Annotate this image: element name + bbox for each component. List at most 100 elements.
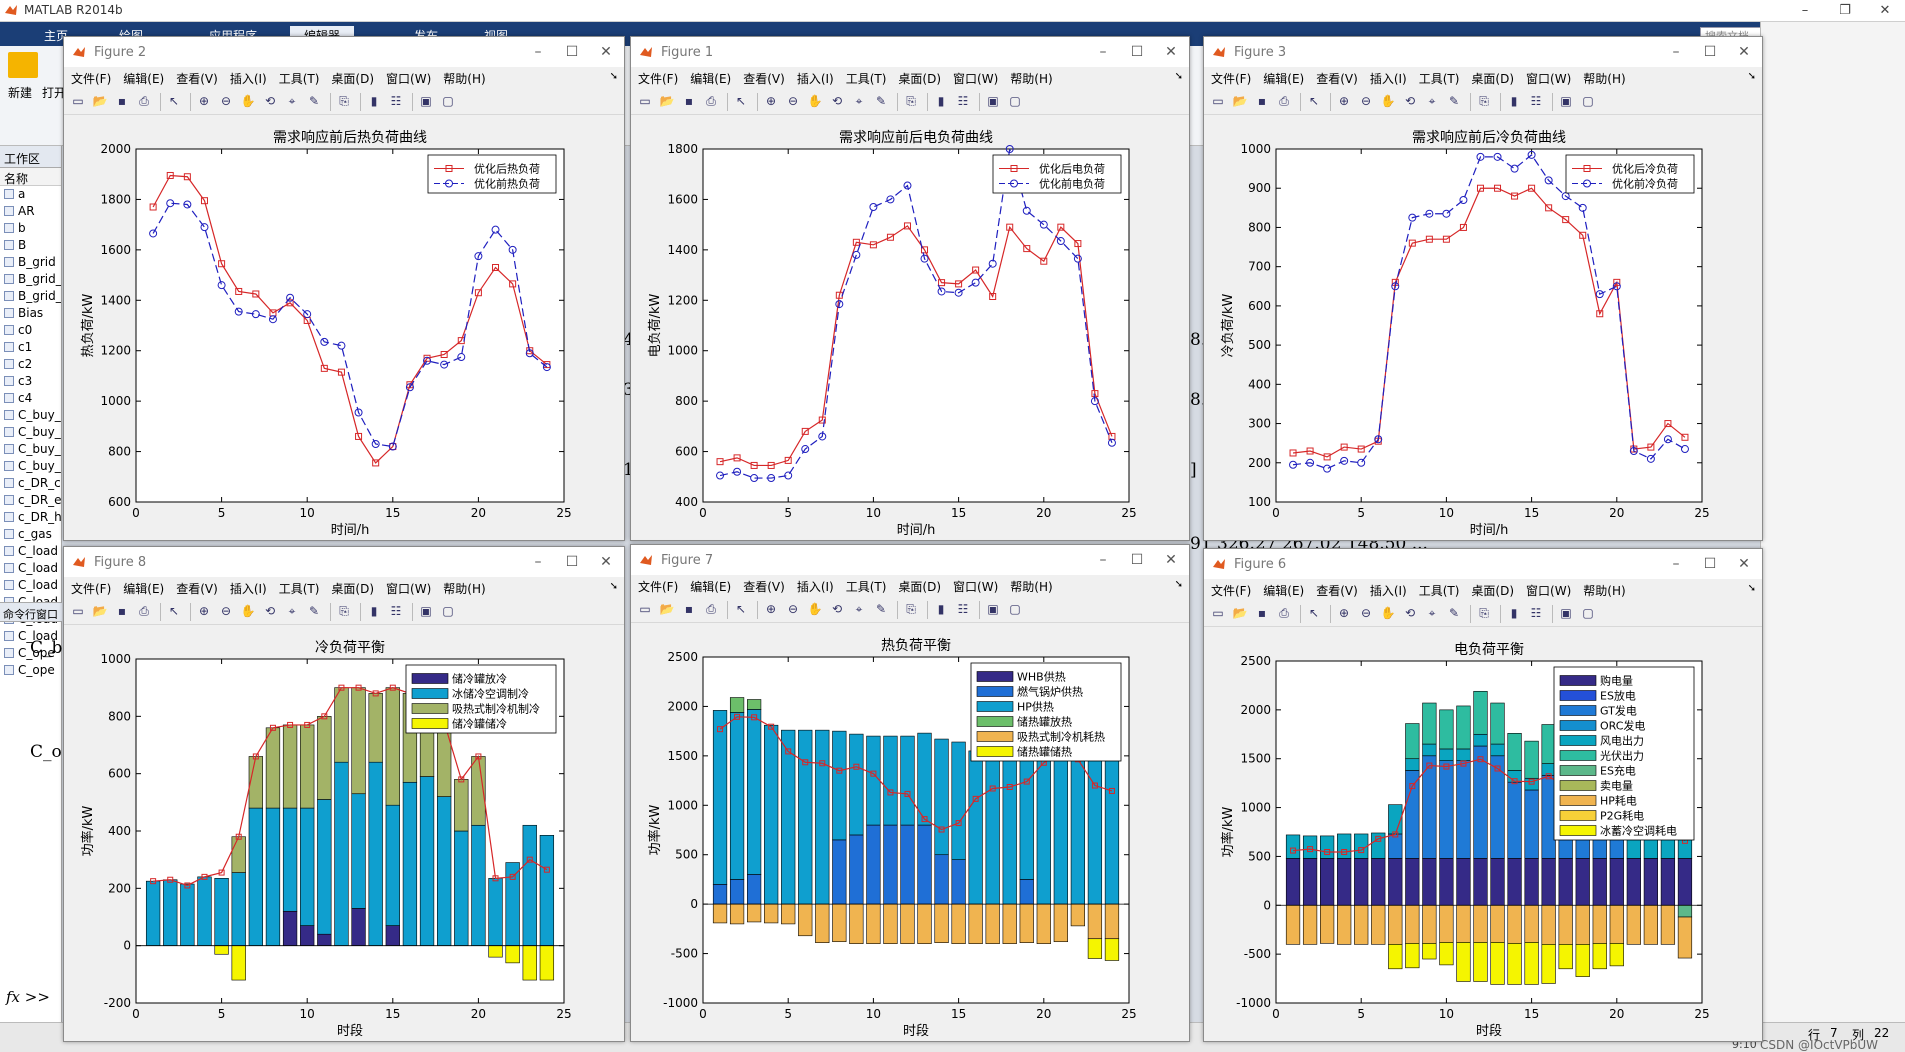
- link-icon[interactable]: ⎘: [906, 602, 916, 616]
- figure-window[interactable]: Figure 8 – ☐ ✕ 文件(F) 编辑(E) 查看(V) 插入(I) 工具(T) 桌面(D…: [63, 546, 625, 1042]
- new-icon[interactable]: [8, 52, 38, 78]
- show-tools-icon[interactable]: ▢: [1582, 606, 1594, 620]
- menu-item[interactable]: 帮助(H): [443, 72, 486, 86]
- figure-title-bar[interactable]: Figure 1 – ☐ ✕: [631, 37, 1189, 67]
- zoom-out-icon[interactable]: ⊖: [1360, 94, 1372, 108]
- brush-icon[interactable]: ✎: [308, 604, 320, 618]
- edit-plot-icon[interactable]: ↖: [168, 94, 180, 108]
- show-tools-icon[interactable]: ▢: [442, 94, 454, 108]
- menu-item[interactable]: 窗口(W): [1526, 584, 1572, 598]
- menu-item[interactable]: 插入(I): [1369, 584, 1407, 598]
- data-cursor-icon[interactable]: ⌖: [1428, 94, 1436, 108]
- workspace-variable[interactable]: c4: [0, 390, 61, 407]
- menu-item[interactable]: 工具(T): [845, 580, 887, 594]
- zoom-out-icon[interactable]: ⊖: [220, 94, 232, 108]
- legend-icon[interactable]: ☷: [1530, 606, 1542, 620]
- rotate-icon[interactable]: ⟲: [264, 604, 276, 618]
- workspace-variable[interactable]: Bias: [0, 305, 61, 322]
- workspace-variable[interactable]: B: [0, 237, 61, 254]
- data-cursor-icon[interactable]: ⌖: [288, 94, 296, 108]
- menu-item[interactable]: 工具(T): [1418, 584, 1460, 598]
- dock-arrow-icon[interactable]: ➘: [609, 581, 618, 592]
- new-figure-icon[interactable]: ▭: [1212, 606, 1224, 620]
- menu-item[interactable]: 文件(F): [1211, 584, 1252, 598]
- print-icon[interactable]: ⎙: [706, 94, 716, 108]
- workspace-variable[interactable]: AR: [0, 203, 61, 220]
- link-icon[interactable]: ⎘: [1479, 94, 1489, 108]
- workspace-variable[interactable]: C_ope: [0, 645, 61, 662]
- close-icon[interactable]: ✕: [1738, 556, 1750, 572]
- save-icon[interactable]: ▪: [684, 94, 694, 108]
- legend-icon[interactable]: ☷: [1530, 94, 1542, 108]
- workspace-variable[interactable]: c2: [0, 356, 61, 373]
- legend-icon[interactable]: ☷: [390, 94, 402, 108]
- ribbon-tab[interactable]: 主页: [44, 29, 69, 43]
- new-figure-icon[interactable]: ▭: [72, 94, 84, 108]
- menu-item[interactable]: 帮助(H): [1583, 72, 1626, 86]
- workspace-variable[interactable]: B_grid_: [0, 288, 61, 305]
- close-icon[interactable]: ✕: [600, 44, 612, 60]
- menu-item[interactable]: 文件(F): [71, 72, 112, 86]
- brush-icon[interactable]: ✎: [1448, 94, 1460, 108]
- open-icon[interactable]: 📂: [1232, 94, 1248, 108]
- workspace-variable[interactable]: C_load: [0, 577, 61, 594]
- menu-item[interactable]: 插入(I): [229, 72, 267, 86]
- colorbar-icon[interactable]: ▮: [1510, 94, 1518, 108]
- minimize-icon[interactable]: –: [1099, 44, 1107, 60]
- hide-tools-icon[interactable]: ▣: [420, 94, 432, 108]
- rotate-icon[interactable]: ⟲: [1404, 606, 1416, 620]
- zoom-out-icon[interactable]: ⊖: [220, 604, 232, 618]
- zoom-out-icon[interactable]: ⊖: [787, 602, 799, 616]
- menu-item[interactable]: 工具(T): [278, 582, 320, 596]
- menu-item[interactable]: 窗口(W): [386, 72, 432, 86]
- print-icon[interactable]: ⎙: [1279, 94, 1289, 108]
- workspace-variable[interactable]: B_grid: [0, 254, 61, 271]
- hide-tools-icon[interactable]: ▣: [987, 602, 999, 616]
- colorbar-icon[interactable]: ▮: [370, 94, 378, 108]
- workspace-variable[interactable]: c0: [0, 322, 61, 339]
- open-button-label[interactable]: 打开: [42, 86, 67, 100]
- close-icon[interactable]: ✕: [1879, 3, 1891, 18]
- pan-icon[interactable]: ✋: [1380, 94, 1396, 108]
- print-icon[interactable]: ⎙: [139, 94, 149, 108]
- zoom-in-icon[interactable]: ⊕: [1338, 606, 1350, 620]
- data-cursor-icon[interactable]: ⌖: [855, 94, 863, 108]
- show-tools-icon[interactable]: ▢: [1009, 94, 1021, 108]
- dock-arrow-icon[interactable]: ➘: [1174, 71, 1183, 82]
- menu-item[interactable]: 桌面(D): [898, 72, 942, 86]
- menu-item[interactable]: 工具(T): [845, 72, 887, 86]
- menu-item[interactable]: 查看(V): [1316, 584, 1358, 598]
- legend-icon[interactable]: ☷: [957, 94, 969, 108]
- workspace-variable[interactable]: B_grid_: [0, 271, 61, 288]
- maximize-icon[interactable]: ☐: [1703, 556, 1717, 572]
- menu-item[interactable]: 桌面(D): [331, 582, 375, 596]
- rotate-icon[interactable]: ⟲: [264, 94, 276, 108]
- menu-item[interactable]: 窗口(W): [953, 72, 999, 86]
- open-icon[interactable]: 📂: [659, 602, 675, 616]
- figure-title-bar[interactable]: Figure 3 – ☐ ✕: [1204, 37, 1762, 67]
- zoom-in-icon[interactable]: ⊕: [198, 94, 210, 108]
- new-figure-icon[interactable]: ▭: [639, 602, 651, 616]
- new-figure-icon[interactable]: ▭: [639, 94, 651, 108]
- menu-item[interactable]: 插入(I): [229, 582, 267, 596]
- dock-arrow-icon[interactable]: ➘: [1747, 71, 1756, 82]
- save-icon[interactable]: ▪: [117, 94, 127, 108]
- save-icon[interactable]: ▪: [1257, 606, 1267, 620]
- link-icon[interactable]: ⎘: [1479, 606, 1489, 620]
- edit-plot-icon[interactable]: ↖: [1308, 94, 1320, 108]
- workspace-variable[interactable]: c_DR_h: [0, 509, 61, 526]
- workspace-variable[interactable]: C_buy_: [0, 441, 61, 458]
- print-icon[interactable]: ⎙: [706, 602, 716, 616]
- zoom-in-icon[interactable]: ⊕: [198, 604, 210, 618]
- maximize-icon[interactable]: ☐: [1130, 552, 1144, 568]
- menu-item[interactable]: 桌面(D): [1471, 72, 1515, 86]
- workspace-variable[interactable]: C_buy_: [0, 424, 61, 441]
- colorbar-icon[interactable]: ▮: [1510, 606, 1518, 620]
- menu-item[interactable]: 插入(I): [1369, 72, 1407, 86]
- brush-icon[interactable]: ✎: [308, 94, 320, 108]
- menu-item[interactable]: 帮助(H): [443, 582, 486, 596]
- brush-icon[interactable]: ✎: [875, 602, 887, 616]
- minimize-icon[interactable]: –: [1099, 552, 1107, 568]
- menu-item[interactable]: 查看(V): [176, 582, 218, 596]
- close-icon[interactable]: ✕: [1165, 552, 1177, 568]
